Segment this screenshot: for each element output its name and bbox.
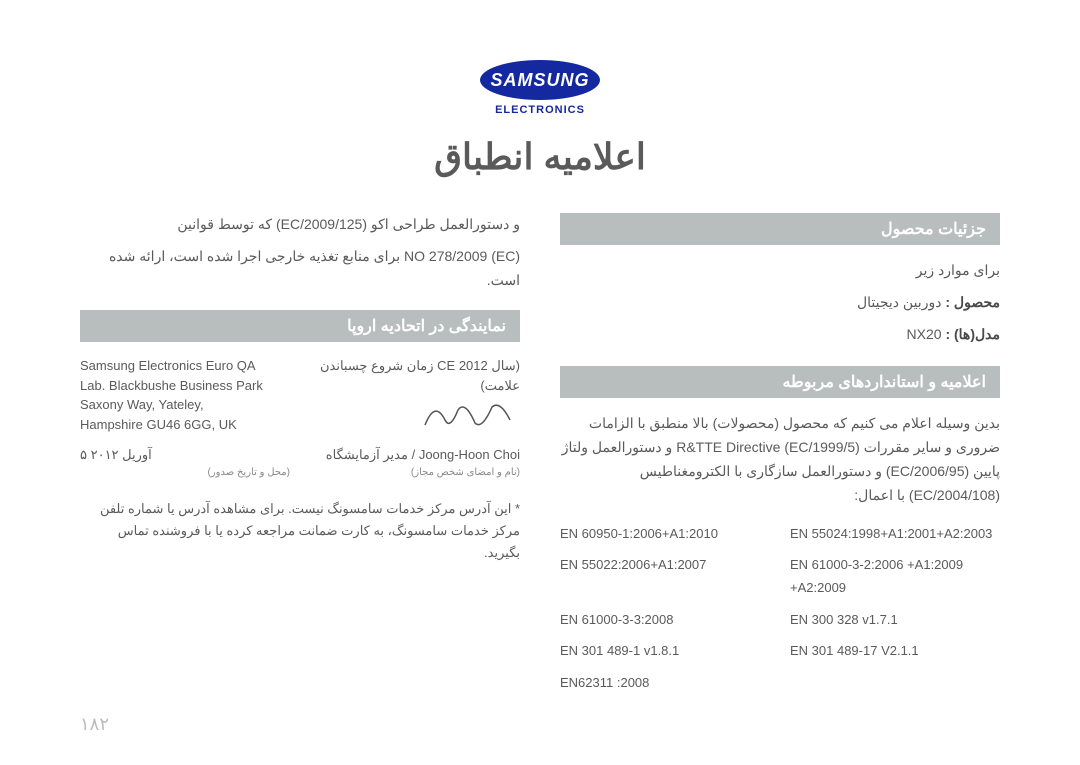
standard-item: EN 60950-1:2006+A1:2010 (560, 522, 770, 545)
product-row: محصول : دوربین دیجیتال (560, 291, 1000, 315)
logo-section: SAMSUNG ELECTRONICS (80, 60, 1000, 116)
standard-item: EN 301 489-17 V2.1.1 (790, 639, 1000, 662)
standard-item: EN 301 489-1 v1.8.1 (560, 639, 770, 662)
service-center-footnote: * این آدرس مرکز خدمات سامسونگ نیست. برای… (80, 498, 520, 564)
product-label: محصول : (945, 294, 1000, 310)
addr-line: Samsung Electronics Euro QA (80, 356, 290, 376)
standard-item: EN 55024:1998+A1:2001+A2:2003 (790, 522, 1000, 545)
standard-item: EN 300 328 v1.7.1 (790, 608, 1000, 631)
standards-grid: EN 60950-1:2006+A1:2010 EN 55024:1998+A1… (560, 522, 1000, 694)
addr-line: Hampshire GU46 6GG, UK (80, 415, 290, 435)
eco-directive-line2: (EC) NO 278/2009 برای منابع تغذیه خارجی … (80, 245, 520, 293)
caption-name-sig: (نام و امضای شخص مجاز) (310, 467, 520, 478)
model-row: مدل(ها) : NX20 (560, 323, 1000, 347)
electronics-label: ELECTRONICS (80, 104, 1000, 116)
addr-line: Lab. Blackbushe Business Park (80, 376, 290, 396)
standard-item: EN62311 :2008 (560, 671, 770, 694)
addr-line: Saxony Way, Yateley, (80, 395, 290, 415)
address-block: Samsung Electronics Euro QA Lab. Blackbu… (80, 356, 520, 441)
signer-name: Joong-Hoon Choi / مدیر آزمایشگاه (310, 447, 520, 463)
caption-row: (محل و تاریخ صدور) (نام و امضای شخص مجاز… (80, 467, 520, 478)
product-value: دوربین دیجیتال (857, 294, 941, 310)
for-items-label: برای موارد زیر (560, 259, 1000, 283)
ce-year-note: (سال CE 2012 زمان شروع چسباندن علامت) (310, 356, 520, 441)
address-lines: Samsung Electronics Euro QA Lab. Blackbu… (80, 356, 290, 441)
left-column: و دستورالعمل طراحی اکو (2009/125/EC) که … (80, 213, 520, 694)
brand-logo: SAMSUNG (480, 60, 600, 100)
product-details-header: جزئیات محصول (560, 213, 1000, 245)
eu-rep-header: نمایندگی در اتحادیه اروپا (80, 310, 520, 342)
standard-item: EN 61000-3-2:2006 +A1:2009 +A2:2009 (790, 553, 1000, 600)
model-value: NX20 (907, 326, 942, 342)
issue-date: ۵ آوریل ۲۰۱۲ (80, 447, 290, 463)
content-columns: و دستورالعمل طراحی اکو (2009/125/EC) که … (80, 213, 1000, 694)
page-number: ۱۸۲ (80, 714, 109, 735)
model-label: مدل(ها) : (945, 326, 1000, 342)
declaration-header: اعلامیه و استانداردهای مربوطه (560, 366, 1000, 398)
date-signer-row: ۵ آوریل ۲۰۱۲ Joong-Hoon Choi / مدیر آزما… (80, 447, 520, 463)
standard-item: EN 55022:2006+A1:2007 (560, 553, 770, 600)
signature-icon (420, 395, 520, 435)
page-title: اعلامیه انطباق (80, 136, 1000, 178)
caption-place-date: (محل و تاریخ صدور) (80, 467, 290, 478)
standard-item: EN 61000-3-3:2008 (560, 608, 770, 631)
declaration-paragraph: بدین وسیله اعلام می کنیم که محصول (محصول… (560, 412, 1000, 507)
eco-directive-line1: و دستورالعمل طراحی اکو (2009/125/EC) که … (80, 213, 520, 237)
right-column: جزئیات محصول برای موارد زیر محصول : دورب… (560, 213, 1000, 694)
